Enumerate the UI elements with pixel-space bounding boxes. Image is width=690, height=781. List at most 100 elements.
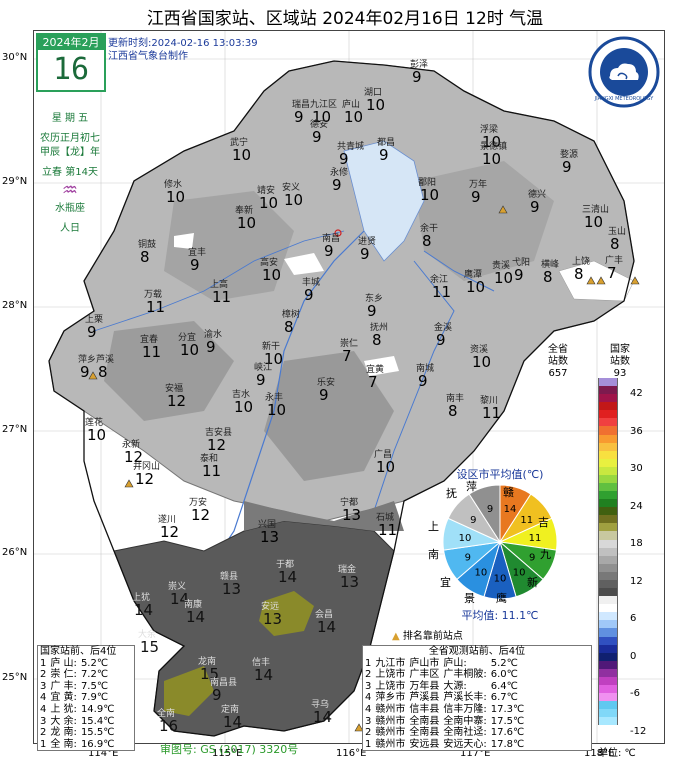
meteorology-logo-icon: JIANGXI METEOROLOGY <box>588 36 660 108</box>
station-name: 芦溪 <box>96 355 115 365</box>
pie-slice-label: 萍 <box>466 480 477 493</box>
station-value: 7 <box>342 347 352 365</box>
station-name: 南昌县 <box>210 678 238 688</box>
station-value: 9 <box>212 686 222 704</box>
station-name: 玉山 <box>608 227 627 237</box>
station-value: 10 <box>166 188 186 206</box>
national-count-block: 国家 站数 93 <box>610 344 630 380</box>
table-cell: 广 丰: <box>50 680 77 692</box>
table-cell: 赣州市 <box>375 715 406 727</box>
table-cell: 赣州市 <box>375 738 406 750</box>
table-cell: 3 <box>40 680 47 692</box>
lat-label: 27°N <box>2 424 28 435</box>
station-name: 乐安 <box>317 378 336 388</box>
station-name: 广丰 <box>605 256 624 266</box>
pie-slice-label: 南 <box>428 548 439 561</box>
station-value: 9 <box>436 331 446 349</box>
station-name: 宁都 <box>340 498 359 508</box>
rank-legend-text: 排名靠前站点 <box>402 631 463 642</box>
station-value: 8 <box>543 268 553 286</box>
station-name: 安福 <box>165 384 184 394</box>
station-value: 11 <box>212 288 232 306</box>
table-cell: 赣州市 <box>375 727 406 739</box>
lon-label: 116°E <box>336 748 367 759</box>
station-value: 8 <box>610 235 620 253</box>
pie-slice-value: 9 <box>487 504 493 515</box>
station-name: 德安 <box>310 120 329 130</box>
scale-swatch <box>598 588 618 597</box>
table-cell: 17.6℃ <box>490 727 525 739</box>
pie-slice <box>468 484 501 544</box>
scale-label: 24 <box>630 500 643 512</box>
station-value: 10 <box>232 146 252 164</box>
scale-swatch <box>598 434 618 443</box>
station-name: 余江 <box>430 275 449 285</box>
station-name: 上犹 <box>132 593 151 603</box>
scale-unit: 单位: ℃ <box>598 748 636 759</box>
station-value: 15 <box>200 665 220 683</box>
station-value: 12 <box>135 470 155 488</box>
scale-swatch <box>598 555 618 564</box>
station-name: 定南 <box>221 705 240 715</box>
scale-label: 30 <box>630 463 643 474</box>
station-value: 9 <box>412 68 422 86</box>
pie-slice-label: 九 <box>540 548 551 561</box>
station-name: 铜鼓 <box>138 240 157 250</box>
table-cell: 广丰桐陂: <box>443 669 487 681</box>
station-value: 14 <box>278 568 298 586</box>
station-name: 南丰 <box>446 394 465 404</box>
update-time: 更新时刻:2024-02-16 13:03:39 <box>108 38 258 49</box>
table-cell: 1 <box>40 657 47 669</box>
station-value: 16 <box>159 717 179 735</box>
scale-swatch <box>598 515 618 524</box>
national-rank-title: 国家站前、后4位 <box>40 646 117 657</box>
station-name: 湖口 <box>364 88 383 98</box>
lat-label: 25°N <box>2 672 28 683</box>
scale-label: 12 <box>630 575 643 587</box>
scale-swatch <box>598 442 618 451</box>
station-value: 9 <box>190 256 200 274</box>
pie-slice-value: 10 <box>475 568 488 579</box>
station-name: 安远 <box>261 602 280 612</box>
station-name: 余干 <box>420 224 439 234</box>
station-name: 横峰 <box>541 260 560 270</box>
table-cell: 龙 南: <box>50 727 77 739</box>
scale-label: 0 <box>630 650 637 662</box>
station-value: 8 <box>574 265 584 283</box>
pie-slice-label: 赣 <box>503 486 514 499</box>
table-cell: 宜 黄: <box>50 692 77 704</box>
table-cell: 全 南: <box>50 738 77 750</box>
table-cell: 7.2℃ <box>80 669 109 681</box>
scale-swatch <box>598 378 618 387</box>
pie-slice-label: 吉 <box>538 516 549 529</box>
lon-label: 114°E <box>88 748 119 759</box>
station-name: 三清山 <box>582 205 610 215</box>
table-cell: 全南社迳: <box>443 727 487 739</box>
scale-swatch <box>598 628 618 637</box>
scale-swatch <box>598 386 618 395</box>
station-value: 10 <box>466 278 486 296</box>
station-name: 景德镇 <box>480 142 508 152</box>
station-name: 弋阳 <box>512 258 531 268</box>
calendar-card: 2024年2月 16 <box>36 33 106 92</box>
table-cell: 17.5℃ <box>490 715 525 727</box>
scale-swatch <box>598 596 618 605</box>
station-value: 13 <box>340 573 360 591</box>
station-value: 14 <box>313 708 333 726</box>
station-value: 15 <box>140 638 160 656</box>
table-cell: 16.9℃ <box>80 738 115 750</box>
station-value: 9 <box>332 176 342 194</box>
station-value: 9 <box>471 188 481 206</box>
all-rank-table: 1 九江市 庐山市 庐山: 5.2℃ 2 上饶市 广丰区 广丰桐陂: 6.0℃ 3 上饶市 万年县 大源:… <box>363 658 526 751</box>
scale-swatch <box>598 668 618 677</box>
ganzhi-year: 甲辰【龙】年 <box>40 147 100 158</box>
station-name: 安义 <box>282 183 301 193</box>
station-value: 9 <box>294 108 304 126</box>
station-name: 武宁 <box>230 138 249 148</box>
table-cell: 3 <box>365 680 372 692</box>
scale-swatch <box>598 539 618 548</box>
station-value: 12 <box>167 392 187 410</box>
logo-text: JIANGXI METEOROLOGY <box>594 96 655 102</box>
scale-swatch <box>598 523 618 532</box>
